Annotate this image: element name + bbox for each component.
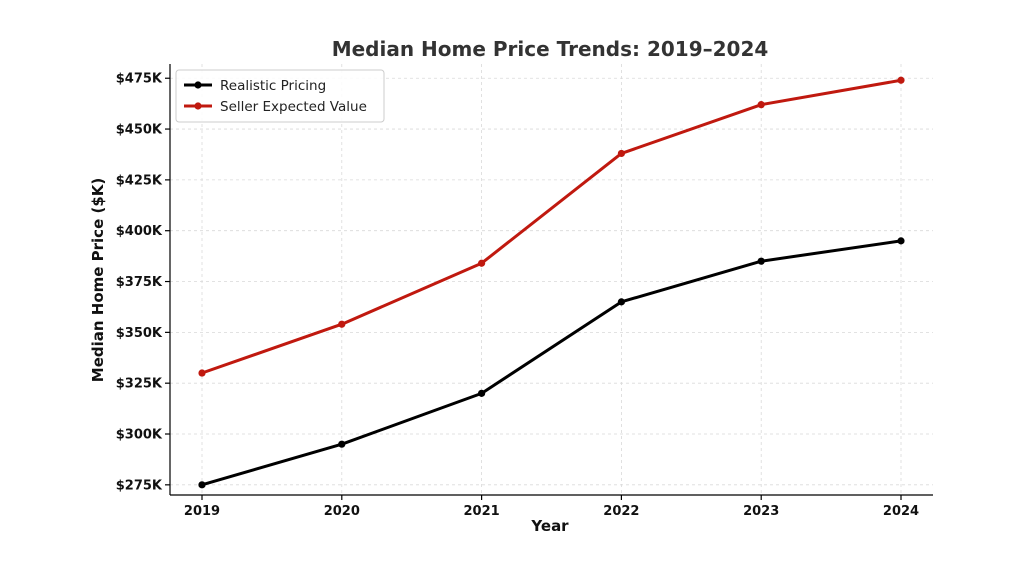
legend-marker-realistic-pricing: [194, 81, 202, 89]
data-point-realistic-pricing: [757, 257, 765, 265]
y-tick-label: $350K: [116, 326, 163, 341]
chart-title: Median Home Price Trends: 2019–2024: [332, 37, 769, 61]
data-point-realistic-pricing: [338, 440, 346, 448]
x-axis-label: Year: [530, 517, 569, 535]
data-point-realistic-pricing: [897, 237, 905, 245]
legend-label-seller-expected-value: Seller Expected Value: [220, 99, 367, 115]
series-line-realistic-pricing: [200, 239, 903, 487]
x-tick-label: 2020: [324, 504, 360, 519]
x-tick-label: 2021: [464, 504, 500, 519]
y-tick-label: $300K: [116, 428, 163, 443]
data-point-seller-expected-value: [897, 76, 905, 84]
y-tick-label: $325K: [116, 377, 163, 392]
data-point-realistic-pricing: [617, 298, 626, 306]
y-tick-label: $375K: [116, 275, 163, 290]
legend-frame: [175, 69, 385, 123]
x-tick-label: 2024: [883, 504, 919, 519]
y-tick-label: $425K: [116, 173, 163, 188]
data-point-seller-expected-value: [617, 149, 626, 158]
y-tick-label: $475K: [116, 72, 163, 87]
data-point-realistic-pricing: [478, 389, 486, 397]
x-tick-label: 2023: [743, 504, 779, 519]
data-point-seller-expected-value: [338, 320, 346, 328]
series-layer: [198, 76, 905, 489]
data-point-seller-expected-value: [478, 259, 486, 267]
y-tick-label: $450K: [116, 123, 163, 138]
legend-marker-seller-expected-value: [194, 102, 202, 110]
data-point-seller-expected-value: [198, 369, 206, 377]
y-axis-label: Median Home Price ($K): [89, 178, 107, 382]
x-tick-label: 2022: [603, 504, 639, 519]
data-point-realistic-pricing: [198, 481, 206, 489]
data-point-seller-expected-value: [757, 101, 765, 109]
axes: $275K $300K $325K $350K $375K $400K $425K $450K…: [116, 64, 933, 519]
series-line-seller-expected-value: [200, 78, 903, 375]
legend-label-realistic-pricing: Realistic Pricing: [220, 78, 326, 94]
y-tick-label: $275K: [116, 478, 163, 493]
grid: [170, 64, 933, 495]
x-tick-label: 2019: [184, 504, 220, 519]
y-tick-label: $400K: [116, 224, 163, 239]
legend: Realistic Pricing Seller Expected Value: [175, 69, 385, 123]
